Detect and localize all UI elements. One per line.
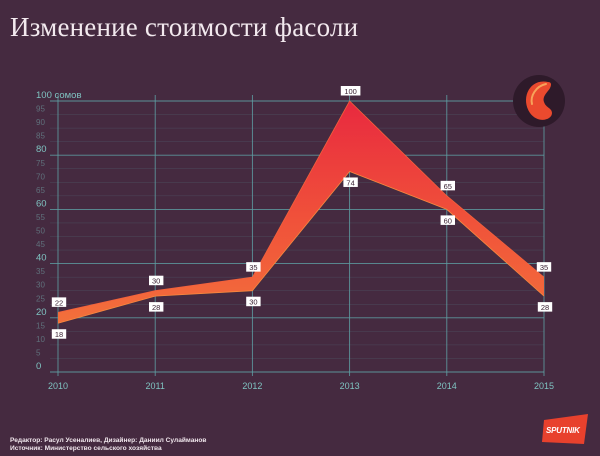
data-label-top: 100 (340, 86, 361, 96)
y-tick-label: 80 (36, 144, 47, 155)
data-label-bottom-box (51, 329, 67, 339)
price-band (57, 100, 545, 324)
y-tick-label: 90 (36, 118, 45, 127)
page-title: Изменение стоимости фасоли (10, 12, 359, 42)
x-tick-label: 2010 (48, 381, 68, 391)
y-tick-label: 30 (36, 281, 45, 290)
y-tick-label: 65 (36, 186, 45, 195)
data-label-top-box (51, 297, 67, 307)
data-label-top: 65 (440, 180, 455, 191)
data-label-bottom: 18 (51, 329, 67, 339)
y-tick-label: 0 (36, 361, 41, 372)
y-tick-label: 50 (36, 227, 45, 236)
y-tick-label: 35 (36, 267, 45, 276)
data-label-bottom: 30 (246, 296, 261, 307)
data-label-top-text: 30 (152, 277, 160, 286)
sputnik-logo-text: SPUTNIK (546, 426, 580, 435)
y-tick-label: 75 (36, 159, 45, 168)
data-label-bottom: 28 (149, 302, 164, 312)
data-label-top-text: 22 (55, 298, 63, 307)
data-label-bottom-text: 18 (55, 330, 63, 339)
data-label-top: 35 (536, 262, 552, 272)
x-tick-label: 2012 (242, 381, 262, 391)
data-label-top: 35 (246, 262, 261, 272)
data-label-bottom-box (537, 302, 553, 312)
data-label-top-box (536, 262, 552, 272)
y-tick-label: 10 (36, 335, 45, 344)
data-label-top-box (149, 275, 164, 286)
data-label-top-box (340, 86, 361, 96)
y-tick-label: 85 (36, 132, 45, 141)
data-label-top-text: 65 (444, 182, 452, 191)
data-label-top-text: 100 (344, 87, 357, 96)
y-tick-label: 20 (36, 307, 47, 318)
y-tick-label: 60 (36, 198, 47, 209)
series-line-top (57, 100, 545, 313)
data-label-bottom-box (246, 296, 261, 307)
y-tick-label: 100 сомов (36, 90, 82, 101)
data-labels: 22 30 35 100 65 35 18 28 30 74 60 28 (51, 86, 553, 339)
credits: Редактор: Расул Усеналиев, Дизайнер: Дан… (10, 437, 206, 453)
x-tick-label: 2013 (340, 381, 360, 391)
data-label-bottom-text: 28 (541, 303, 549, 312)
data-label-bottom-box (149, 302, 164, 312)
data-label-bottom: 28 (537, 302, 553, 312)
y-tick-label: 40 (36, 253, 47, 264)
y-axis-ticks: 0 5 10 15 20 25 30 35 40 45 50 55 60 65 70 75 80 85 90 95 10… (36, 90, 82, 372)
y-tick-label: 15 (36, 321, 45, 330)
data-label-bottom: 60 (440, 215, 455, 225)
y-tick-label: 55 (36, 213, 45, 222)
y-tick-label: 25 (36, 294, 45, 303)
data-label-top-box (246, 262, 261, 272)
y-tick-label: 70 (36, 172, 45, 181)
x-tick-label: 2011 (146, 381, 165, 391)
credits-source: Источник: Министерство сельского хозяйст… (10, 445, 162, 452)
data-label-top-text: 35 (540, 263, 548, 272)
data-label-bottom-box (343, 177, 358, 187)
y-tick-label: 95 (36, 105, 45, 114)
bean-icon (513, 75, 565, 127)
sputnik-logo: SPUTNIK (540, 412, 594, 450)
data-label-bottom-text: 30 (249, 298, 257, 307)
data-label-bottom-text: 74 (346, 178, 354, 187)
data-label-bottom-box (440, 215, 455, 225)
data-label-bottom: 74 (343, 177, 358, 187)
data-label-top: 30 (149, 275, 164, 286)
x-tick-label: 2014 (437, 381, 457, 391)
data-label-top: 22 (51, 297, 67, 307)
price-band-area (58, 101, 544, 324)
data-label-bottom-text: 60 (444, 216, 452, 225)
data-label-bottom-text: 28 (152, 303, 160, 312)
data-label-top-box (440, 180, 455, 191)
data-label-top-text: 35 (249, 263, 257, 272)
y-tick-label: 5 (36, 348, 41, 357)
x-tick-label: 2015 (534, 381, 554, 391)
x-axis-ticks: 2010 2011 2012 2013 2014 2015 (48, 381, 554, 391)
y-tick-label: 45 (36, 240, 45, 249)
sputnik-logo-shape (542, 414, 588, 444)
credits-editor: Редактор: Расул Усеналиев, Дизайнер: Дан… (10, 437, 207, 444)
series-line-bottom (57, 170, 545, 324)
